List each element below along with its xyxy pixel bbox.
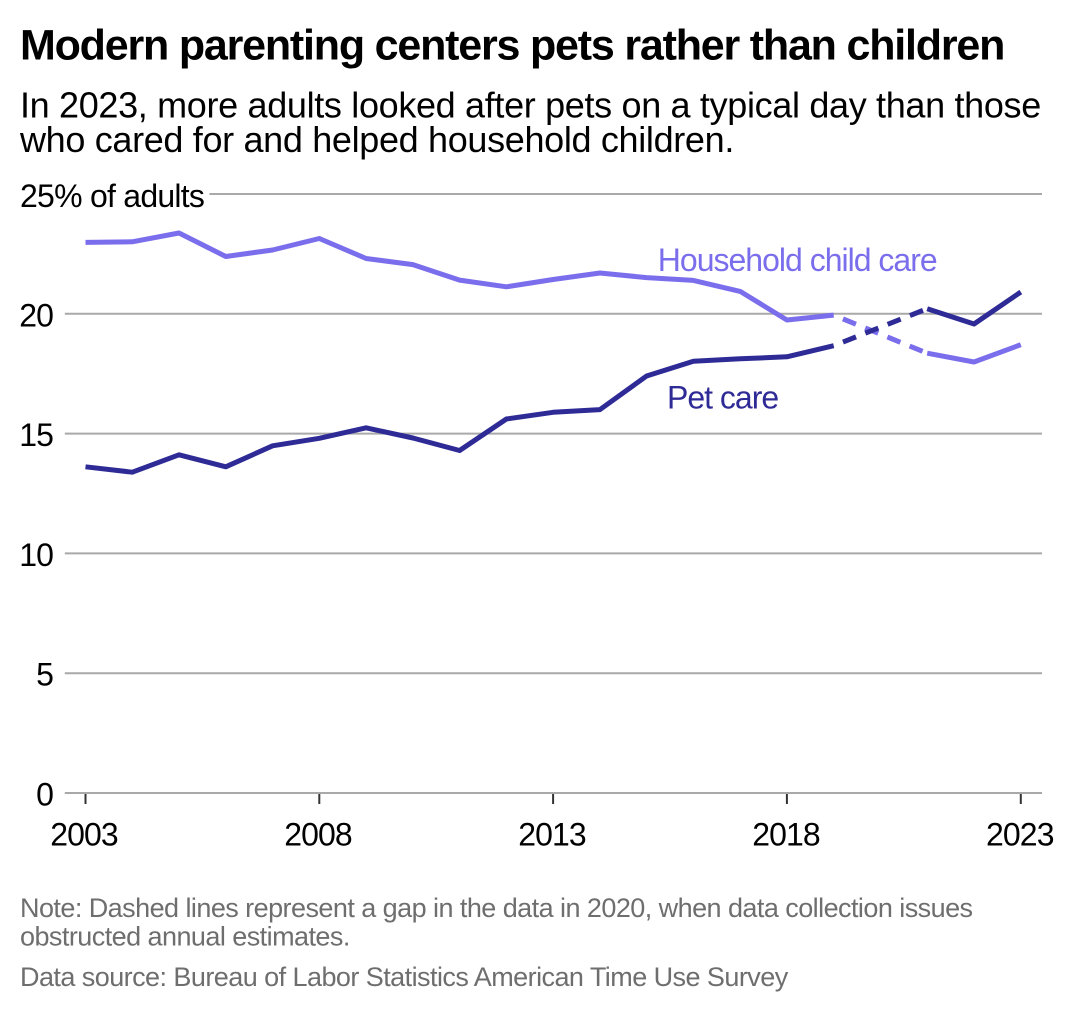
svg-text:0: 0 — [36, 777, 53, 813]
svg-text:15: 15 — [19, 417, 53, 453]
svg-text:obstructed annual estimates.: obstructed annual estimates. — [20, 921, 350, 951]
svg-text:Note: Dashed lines represent a: Note: Dashed lines represent a gap in th… — [20, 893, 973, 923]
svg-text:10: 10 — [19, 537, 53, 573]
svg-text:20: 20 — [19, 297, 53, 333]
svg-text:Data source: Bureau of Labor S: Data source: Bureau of Labor Statistics … — [20, 962, 789, 992]
svg-text:Pet care: Pet care — [667, 380, 778, 416]
svg-text:2013: 2013 — [518, 817, 586, 853]
svg-text:Modern parenting centers pets: Modern parenting centers pets rather tha… — [20, 21, 1004, 69]
svg-text:2008: 2008 — [284, 817, 352, 853]
svg-text:Household child care: Household child care — [658, 242, 937, 278]
svg-text:In 2023, more adults looked af: In 2023, more adults looked after pets o… — [20, 85, 1041, 126]
svg-text:who cared for and helped house: who cared for and helped household child… — [19, 119, 734, 160]
svg-text:2018: 2018 — [752, 817, 820, 853]
svg-text:25% of adults: 25% of adults — [20, 178, 204, 214]
svg-text:2023: 2023 — [986, 817, 1054, 853]
svg-text:5: 5 — [36, 657, 53, 693]
svg-text:2003: 2003 — [50, 817, 118, 853]
